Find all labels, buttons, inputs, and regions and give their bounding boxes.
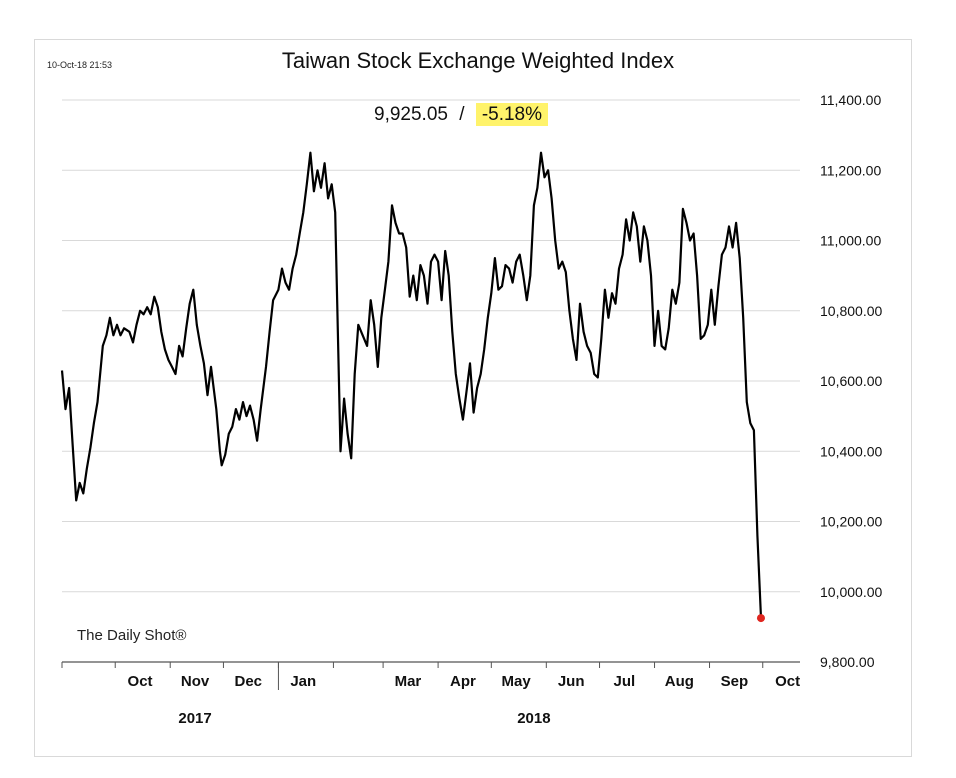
x-tick-label: Aug <box>665 673 694 690</box>
index-series-line <box>60 151 763 619</box>
y-tick-label: 9,800.00 <box>820 654 875 670</box>
x-tick-label: Sep <box>721 673 749 690</box>
y-tick-label: 10,400.00 <box>820 443 882 459</box>
separator: / <box>459 104 465 125</box>
y-tick-label: 10,200.00 <box>820 514 882 530</box>
source-credit: The Daily Shot® <box>77 627 187 644</box>
x-tick-label: May <box>502 673 532 690</box>
y-tick-label: 10,800.00 <box>820 303 882 319</box>
x-tick-label: Nov <box>181 673 210 690</box>
chart-title: Taiwan Stock Exchange Weighted Index <box>281 48 675 73</box>
x-tick-label: Mar <box>395 673 422 690</box>
year-label: 2018 <box>517 710 550 727</box>
x-tick-label: Dec <box>235 673 263 690</box>
timestamp: 10-Oct-18 21:53 <box>47 60 113 70</box>
last-point-marker <box>756 614 765 623</box>
x-tick-label: Apr <box>450 673 476 690</box>
x-tick-label: Oct <box>775 673 800 690</box>
y-tick-label: 10,600.00 <box>820 373 882 389</box>
y-tick-label: 10,000.00 <box>820 584 882 600</box>
x-tick-label: Jun <box>558 673 585 690</box>
change-percent: -5.18% <box>475 103 549 126</box>
x-tick-label: Oct <box>128 673 153 690</box>
y-tick-label: 11,400.00 <box>820 92 881 108</box>
x-tick-label: Jan <box>290 673 316 690</box>
year-label: 2017 <box>178 710 211 727</box>
y-tick-label: 11,200.00 <box>820 162 881 178</box>
x-tick-label: Jul <box>614 673 636 690</box>
y-tick-label: 11,000.00 <box>820 233 881 249</box>
last-value: 9,925.05 <box>374 104 448 125</box>
last-value-summary: 9,925.05 / -5.18% <box>374 103 549 126</box>
